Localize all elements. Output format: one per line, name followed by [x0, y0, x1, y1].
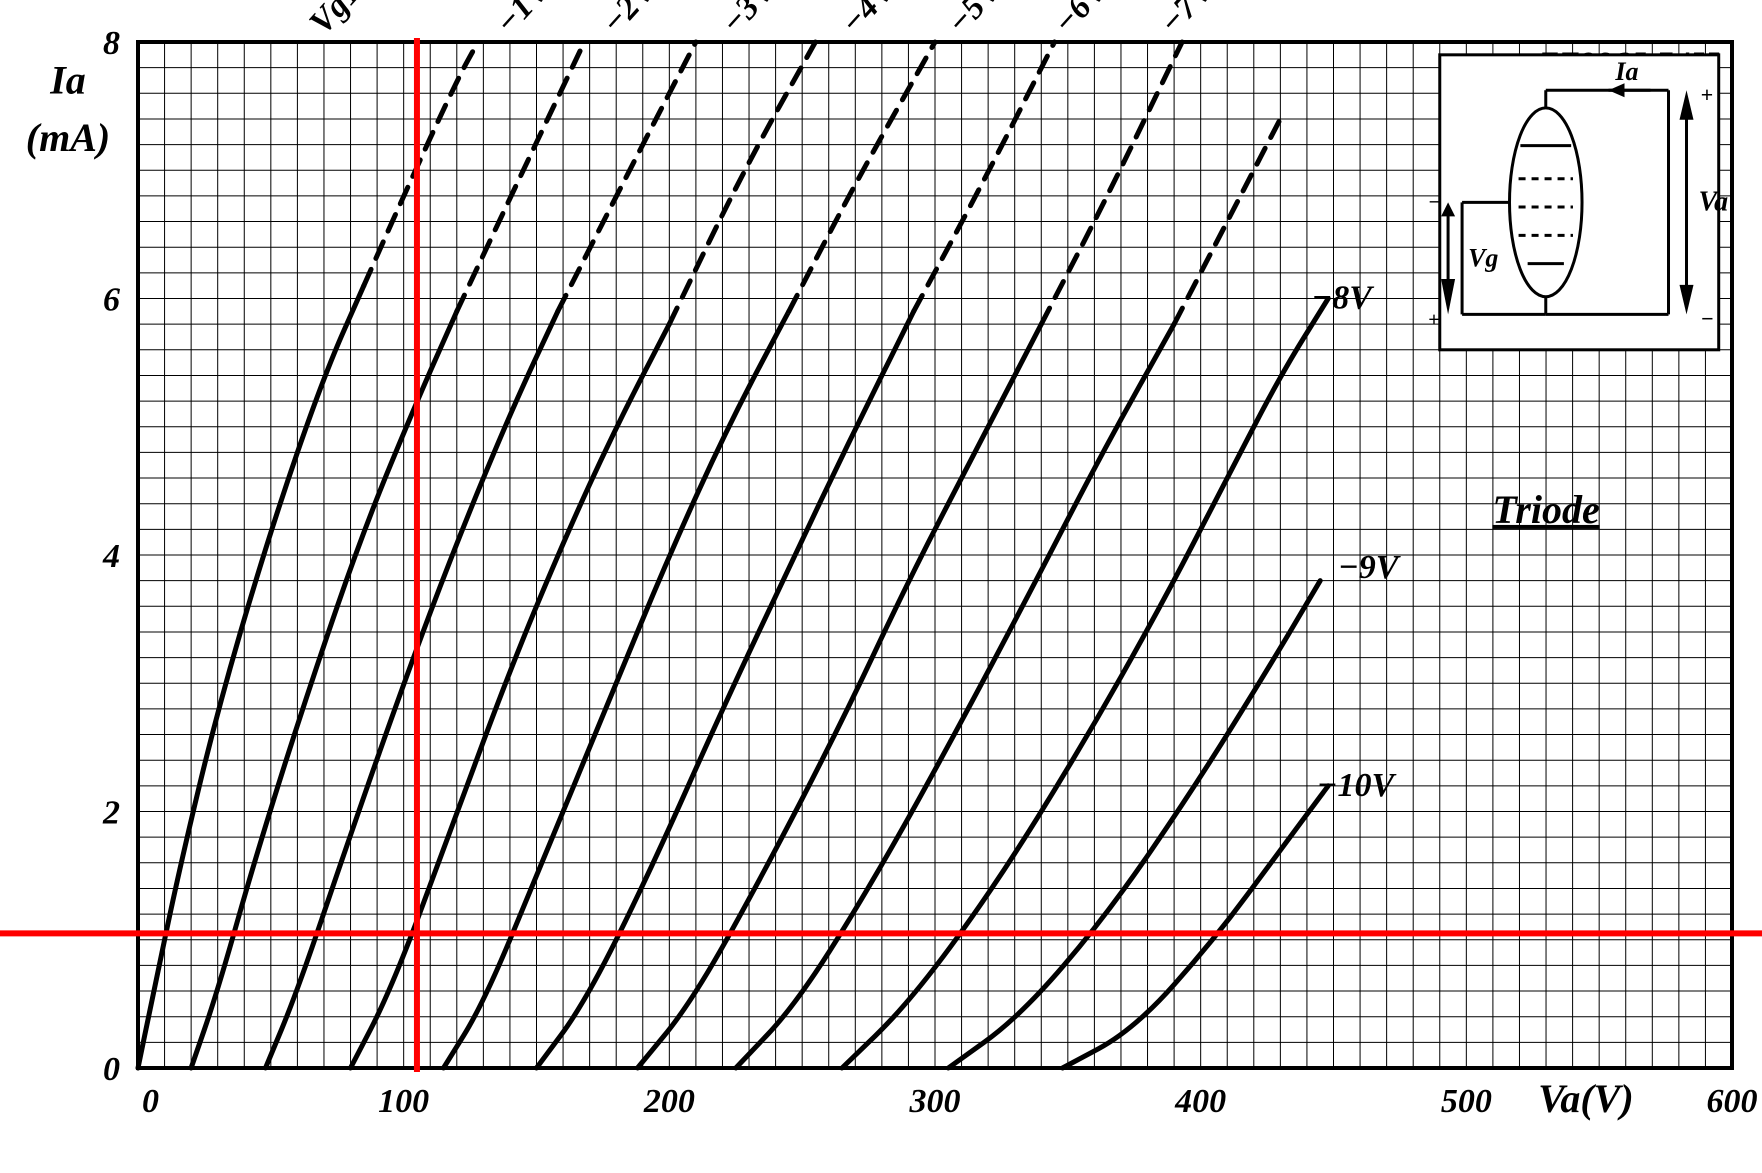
- y-tick-label: 4: [102, 538, 120, 575]
- svg-text:−: −: [1701, 306, 1714, 331]
- svg-text:+: +: [1428, 309, 1439, 331]
- x-tick-label: 500: [1441, 1083, 1492, 1120]
- y-tick-label: 0: [103, 1051, 120, 1088]
- x-axis-label: Va(V): [1538, 1076, 1634, 1121]
- curve-label: −8V: [1312, 280, 1375, 317]
- curve-label: −7V: [1153, 0, 1222, 41]
- svg-text:−: −: [1428, 191, 1440, 213]
- curve-label: Vg1=0V: [302, 0, 408, 41]
- x-tick-label: 400: [1174, 1083, 1226, 1120]
- x-tick-label: 600: [1707, 1083, 1758, 1120]
- curve-label: −4V: [834, 0, 903, 41]
- x-tick-label: 300: [909, 1083, 961, 1120]
- curve-solid: [138, 286, 364, 1068]
- curve-dashed: [1041, 42, 1182, 324]
- inset-ia-label: Ia: [1614, 57, 1638, 86]
- x-tick-label: 0: [142, 1083, 159, 1120]
- y-tick-label: 8: [103, 25, 120, 62]
- triode-curves-chart: 010020030040050060002468Va(V)Ia(mA)EF86 …: [0, 0, 1762, 1173]
- curve-dashed: [558, 42, 696, 311]
- x-tick-label: 100: [378, 1083, 429, 1120]
- curve-dashed: [669, 42, 815, 324]
- curve-label: −5V: [940, 0, 1009, 41]
- curve-label: −10V: [1317, 767, 1397, 804]
- inset-vg-label: Vg: [1468, 243, 1498, 272]
- curve-solid: [1063, 786, 1329, 1068]
- curve-dashed: [364, 42, 478, 286]
- curve-label: −2V: [595, 0, 664, 41]
- y-axis-label-ia: Ia: [49, 57, 86, 102]
- curve-solid: [638, 324, 1042, 1068]
- x-tick-label: 200: [643, 1083, 695, 1120]
- curve-label: −6V: [1046, 0, 1115, 41]
- y-tick-label: 6: [103, 282, 120, 319]
- triode-label: Triode: [1492, 487, 1599, 532]
- curve-dashed: [789, 42, 935, 311]
- svg-text:+: +: [1701, 82, 1714, 107]
- curve-label: −3V: [714, 0, 783, 41]
- curve-dashed: [457, 42, 585, 311]
- inset-va-label: Va: [1699, 186, 1729, 217]
- y-axis-label-ma: (mA): [26, 115, 110, 160]
- curve-label: −1V: [488, 0, 557, 41]
- y-tick-label: 2: [102, 795, 120, 832]
- curve-label: −9V: [1338, 549, 1401, 586]
